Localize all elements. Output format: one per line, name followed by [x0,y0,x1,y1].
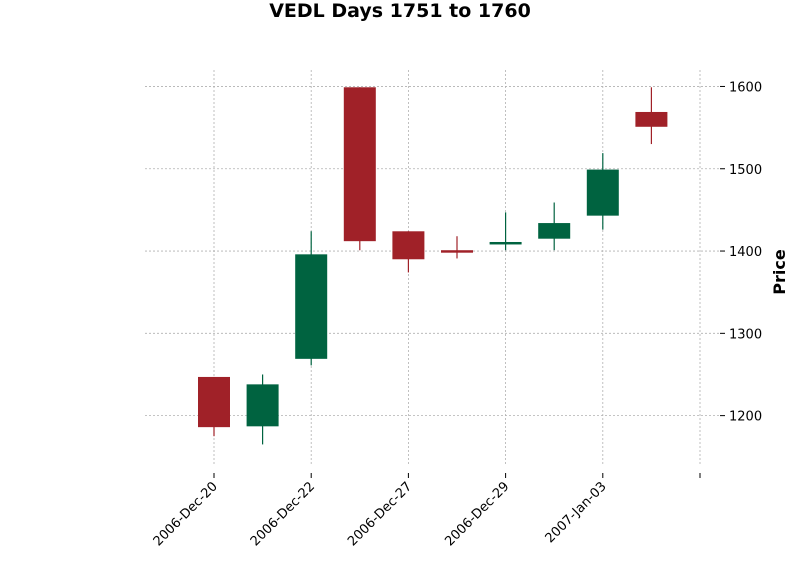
candle-body [246,384,279,427]
candle-body [392,231,425,260]
candle-body [489,241,522,245]
candle-layer [198,87,668,445]
x-axis: 2006-Dec-20 2006-Dec-22 2006-Dec-27 2006-De… [151,473,701,549]
candle-body [586,169,619,216]
x-tick-label: 2006-Dec-20 [151,479,221,549]
candle [392,231,425,273]
candle-body [198,376,230,428]
x-tick-label: 2006-Dec-27 [345,479,415,549]
x-tick-label: 2006-Dec-22 [248,479,318,549]
candle [295,231,328,366]
candle [586,153,619,230]
y-tick-label: 1200 [729,410,762,425]
y-tick-label: 1500 [729,163,762,178]
candle [441,236,473,259]
y-axis: 1200 1300 1400 1500 1600 [720,80,762,425]
x-tick-label: 2006-Dec-29 [442,479,512,549]
y-tick-label: 1300 [729,327,762,342]
y-axis-label: Price [770,249,789,295]
y-tick-label: 1400 [729,245,762,260]
candle-body [441,250,473,253]
x-tick-label: 2007-Jan-03 [543,479,610,546]
candle-body [295,254,328,359]
candle [538,202,571,251]
candle [246,374,279,445]
candle-body [343,87,376,242]
candle [343,87,376,251]
candle [635,87,668,145]
grid-layer [145,70,720,465]
chart-title: VEDL Days 1751 to 1760 [269,0,531,22]
y-tick-label: 1600 [729,80,762,95]
candle [198,376,230,437]
candle [489,212,522,251]
candle-body [538,223,571,239]
candle-body [635,111,668,127]
